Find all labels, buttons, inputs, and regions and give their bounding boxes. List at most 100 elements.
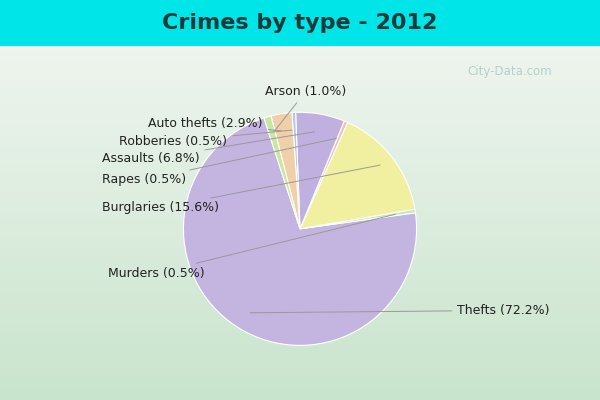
Bar <box>0 115 600 117</box>
Bar <box>0 250 600 251</box>
Bar <box>0 110 600 112</box>
Bar <box>0 124 600 126</box>
Bar <box>0 328 600 329</box>
Bar <box>0 377 600 379</box>
Bar <box>0 310 600 312</box>
Bar <box>0 372 600 374</box>
Bar <box>0 356 600 358</box>
Bar <box>0 393 600 395</box>
Bar <box>0 389 600 391</box>
Text: Assaults (6.8%): Assaults (6.8%) <box>102 132 314 165</box>
Bar <box>0 347 600 349</box>
Bar <box>0 299 600 301</box>
Bar <box>0 164 600 166</box>
Bar <box>0 235 600 237</box>
Bar <box>0 365 600 366</box>
Bar <box>0 398 600 400</box>
Bar <box>0 106 600 108</box>
Bar <box>0 228 600 230</box>
Bar <box>0 283 600 285</box>
Bar <box>0 324 600 326</box>
Bar <box>0 333 600 334</box>
Bar <box>0 271 600 272</box>
Bar <box>0 174 600 175</box>
Bar <box>0 76 600 78</box>
Bar <box>0 395 600 396</box>
Bar <box>0 147 600 149</box>
Bar <box>0 62 600 64</box>
Bar <box>0 366 600 368</box>
Bar <box>0 211 600 212</box>
Bar <box>0 96 600 97</box>
Bar <box>0 67 600 69</box>
Bar <box>0 349 600 350</box>
Bar <box>0 112 600 113</box>
Bar <box>0 200 600 202</box>
Bar <box>0 363 600 365</box>
Bar <box>0 318 600 320</box>
Bar <box>0 234 600 235</box>
Bar <box>0 280 600 282</box>
Bar <box>0 359 600 361</box>
Bar <box>0 156 600 158</box>
Bar <box>0 296 600 297</box>
Bar <box>0 129 600 131</box>
Bar <box>0 258 600 260</box>
Bar <box>0 88 600 90</box>
Bar <box>0 198 600 200</box>
Bar <box>0 128 600 129</box>
Bar <box>0 78 600 80</box>
Bar <box>0 195 600 196</box>
Wedge shape <box>271 112 300 229</box>
Bar <box>0 161 600 163</box>
Bar <box>0 358 600 359</box>
Wedge shape <box>184 118 416 345</box>
Bar <box>0 345 600 347</box>
Bar <box>0 391 600 393</box>
Bar <box>0 149 600 150</box>
Bar <box>0 69 600 71</box>
Wedge shape <box>296 112 344 229</box>
Bar <box>0 248 600 250</box>
Bar <box>0 220 600 221</box>
Bar <box>0 189 600 191</box>
Bar <box>0 184 600 186</box>
Text: Auto thefts (2.9%): Auto thefts (2.9%) <box>148 118 281 131</box>
Bar <box>0 122 600 124</box>
Bar <box>0 297 600 299</box>
Bar <box>0 168 600 170</box>
Bar <box>0 126 600 128</box>
Bar <box>0 66 600 67</box>
Bar <box>0 209 600 211</box>
Bar <box>0 138 600 140</box>
Bar <box>0 306 600 308</box>
Bar <box>0 320 600 322</box>
Bar <box>0 60 600 62</box>
Bar <box>0 282 600 283</box>
Bar <box>0 374 600 375</box>
Bar <box>0 103 600 104</box>
Bar <box>0 226 600 228</box>
Bar <box>0 170 600 172</box>
Bar <box>0 172 600 174</box>
Bar <box>0 237 600 239</box>
Bar <box>0 380 600 382</box>
Bar <box>0 120 600 122</box>
Bar <box>0 336 600 338</box>
Bar <box>0 290 600 292</box>
Bar <box>0 133 600 134</box>
Bar <box>0 338 600 340</box>
Bar <box>0 74 600 76</box>
Bar <box>0 202 600 204</box>
Bar <box>0 257 600 258</box>
Bar <box>0 163 600 164</box>
Bar <box>0 230 600 232</box>
Bar <box>0 331 600 333</box>
Bar <box>0 180 600 182</box>
Bar <box>0 266 600 267</box>
Bar <box>0 223 600 225</box>
Bar <box>0 269 600 271</box>
Bar <box>0 108 600 110</box>
Bar <box>0 134 600 136</box>
Bar <box>0 71 600 72</box>
